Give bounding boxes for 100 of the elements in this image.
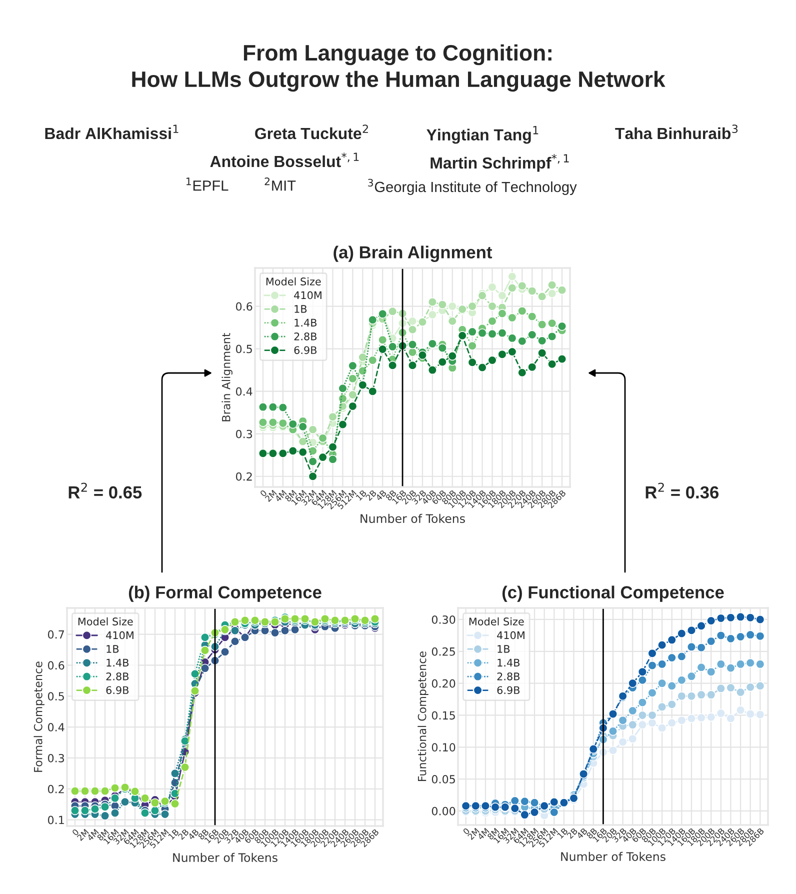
point [667,635,676,644]
point [628,720,638,730]
point [528,312,537,322]
y-tick-label: 0.10 [432,743,456,752]
point [686,672,696,681]
x-tick-label: 4B [576,828,588,840]
point [270,628,280,638]
point [370,614,380,624]
x-tick-label: 1B [556,828,568,839]
legend-label: 410M [106,631,134,640]
point [686,642,696,652]
point [278,448,288,458]
point [716,684,726,694]
legend-label: 2.8B [497,672,520,680]
point [628,734,638,744]
legend-label: 1B [498,645,510,653]
point [736,688,746,697]
text: Taha Binhuraib$^{3}$ [615,124,738,140]
text: Greta Tuckute$^{2}$ [255,124,368,140]
point [200,632,210,642]
y-tick-label: 0.7 [48,630,64,639]
point [298,448,308,457]
point [547,360,557,369]
point [677,691,686,701]
point [328,412,338,422]
point [538,348,547,358]
chart-title: (a) Brain Alignment [334,246,492,262]
point [557,322,567,331]
point [290,625,300,634]
x-tick-label: 2B [566,828,578,839]
text: From Language to Cognition: How LLMs Outgrow the Human Language Network [132,44,666,92]
point [657,678,667,688]
x-tick-label: 4M [86,828,99,842]
legend-label: 6.9B [106,686,129,694]
point [657,723,667,733]
point [528,330,537,340]
legend-label: 1.4B [498,658,520,666]
legend-label: 6.9B [497,686,520,694]
point [726,663,736,673]
point [408,325,418,334]
x-tick-label: 0 [72,828,80,836]
text: R$^{2}$ = 0.36 [646,482,719,499]
legend-label: 6.9B [294,346,317,354]
point [716,660,726,669]
y-tick-label: 0.4 [48,723,64,732]
point [268,402,278,412]
chart-title: (c) Functional Competence [502,586,724,602]
point [716,630,726,640]
point [100,802,110,812]
point [80,806,90,816]
point [258,448,268,458]
x-tick-label: 4B [188,828,200,840]
point [90,786,100,796]
legend-label: 1.4B [106,658,129,666]
point [648,660,657,670]
point [628,678,638,688]
point [608,746,618,755]
point [308,456,318,466]
point [667,718,676,728]
y-tick-label: 0.3 [236,430,252,438]
point [488,316,497,326]
point [408,360,418,370]
text: Antoine Bosselut$^{*,1}$ [210,152,359,168]
point [657,640,667,650]
point [518,336,527,346]
point [696,713,706,722]
y-tick-label: 0.6 [48,661,64,670]
legend-label: 2.8B [106,672,129,680]
point [608,726,618,736]
point [498,328,507,338]
point [278,402,288,412]
y-tick-label: 0.5 [236,344,252,354]
point [716,614,726,623]
point [200,646,210,655]
point [508,272,517,282]
text: Martin Schrimpf$^{*,1}$ [430,154,569,172]
point [550,797,559,807]
point [696,662,706,672]
point [547,318,557,328]
legend-label: 1.4B [294,318,317,326]
point [388,360,398,370]
point [736,612,746,622]
point [756,660,765,669]
point [70,806,80,816]
legend-label: 410M [497,631,524,640]
point [150,806,160,816]
point [677,676,686,685]
y-axis-title: Functional Competence [418,652,428,781]
point [667,681,676,690]
point [288,419,298,429]
point [438,300,447,310]
x-axis-title: Number of Tokens [360,514,465,524]
point [498,291,507,300]
point [736,660,746,669]
point [618,737,628,747]
point [308,425,318,434]
point [520,796,530,806]
point [547,332,557,342]
point [408,340,418,350]
point [746,658,755,668]
